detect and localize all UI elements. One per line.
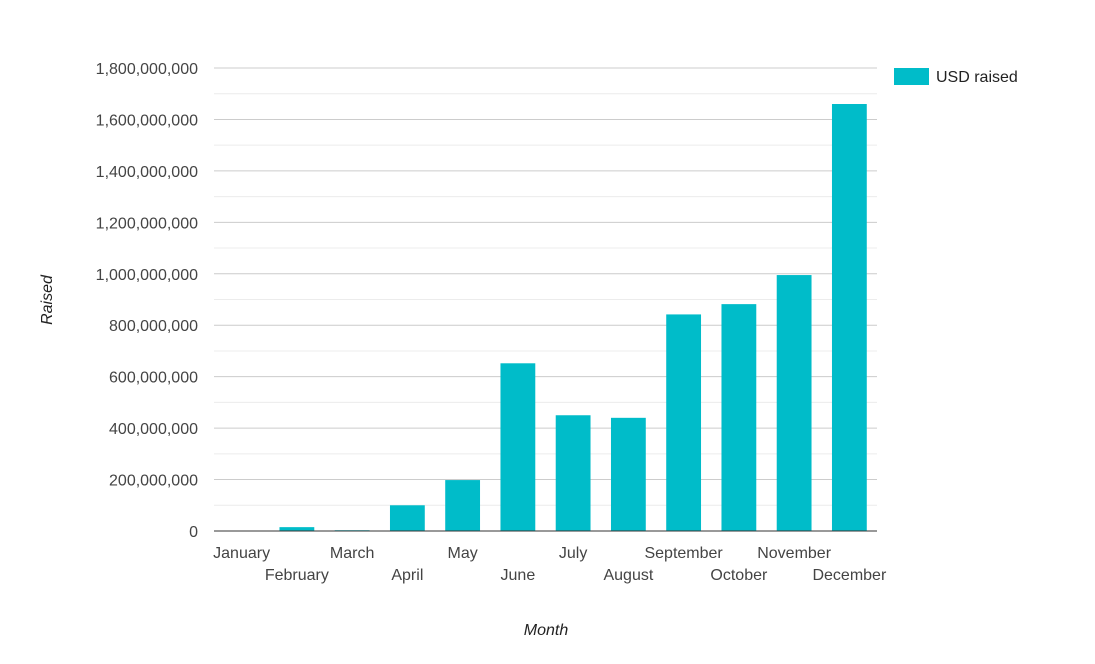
bars: [224, 104, 867, 531]
bar: [500, 363, 536, 531]
x-tick-label: April: [391, 567, 423, 584]
major-gridlines: [214, 67, 877, 481]
y-tick-labels: 0 200,000,000 400,000,000 600,000,000 800,00…: [96, 61, 198, 541]
x-tick-label: March: [330, 545, 374, 562]
bar: [831, 104, 867, 531]
y-tick-label: 1,600,000,000: [96, 112, 198, 129]
x-tick-label: November: [757, 545, 831, 562]
bar: [610, 417, 646, 531]
x-tick-label: September: [644, 545, 723, 562]
y-tick-label: 200,000,000: [109, 473, 198, 490]
legend: USD raised: [894, 68, 1018, 86]
y-tick-label: 1,000,000,000: [96, 267, 198, 284]
legend-label: USD raised: [936, 69, 1018, 86]
bar: [279, 527, 315, 531]
bar: [721, 304, 757, 531]
bar: [555, 415, 591, 531]
bar: [666, 314, 702, 531]
x-tick-label: July: [559, 545, 587, 562]
y-tick-label: 1,400,000,000: [96, 164, 198, 181]
x-tick-label: January: [213, 545, 270, 562]
bar: [389, 505, 425, 531]
x-tick-label: October: [710, 567, 768, 584]
x-tick-label: August: [603, 567, 653, 584]
x-tick-label: June: [501, 567, 536, 584]
y-tick-label: 0: [189, 524, 198, 541]
x-tick-label: December: [812, 567, 886, 584]
legend-swatch: [894, 68, 929, 85]
y-tick-label: 400,000,000: [109, 421, 198, 438]
y-tick-label: 800,000,000: [109, 318, 198, 335]
bar: [776, 275, 812, 531]
x-tick-label: February: [265, 567, 329, 584]
y-tick-label: 1,200,000,000: [96, 215, 198, 232]
x-axis-title: Month: [524, 622, 569, 639]
x-tick-label: May: [448, 545, 478, 562]
minor-gridlines: [214, 93, 877, 506]
bar: [445, 480, 481, 531]
y-axis-title: Raised: [39, 274, 56, 325]
y-tick-label: 600,000,000: [109, 370, 198, 387]
y-tick-label: 1,800,000,000: [96, 61, 198, 78]
